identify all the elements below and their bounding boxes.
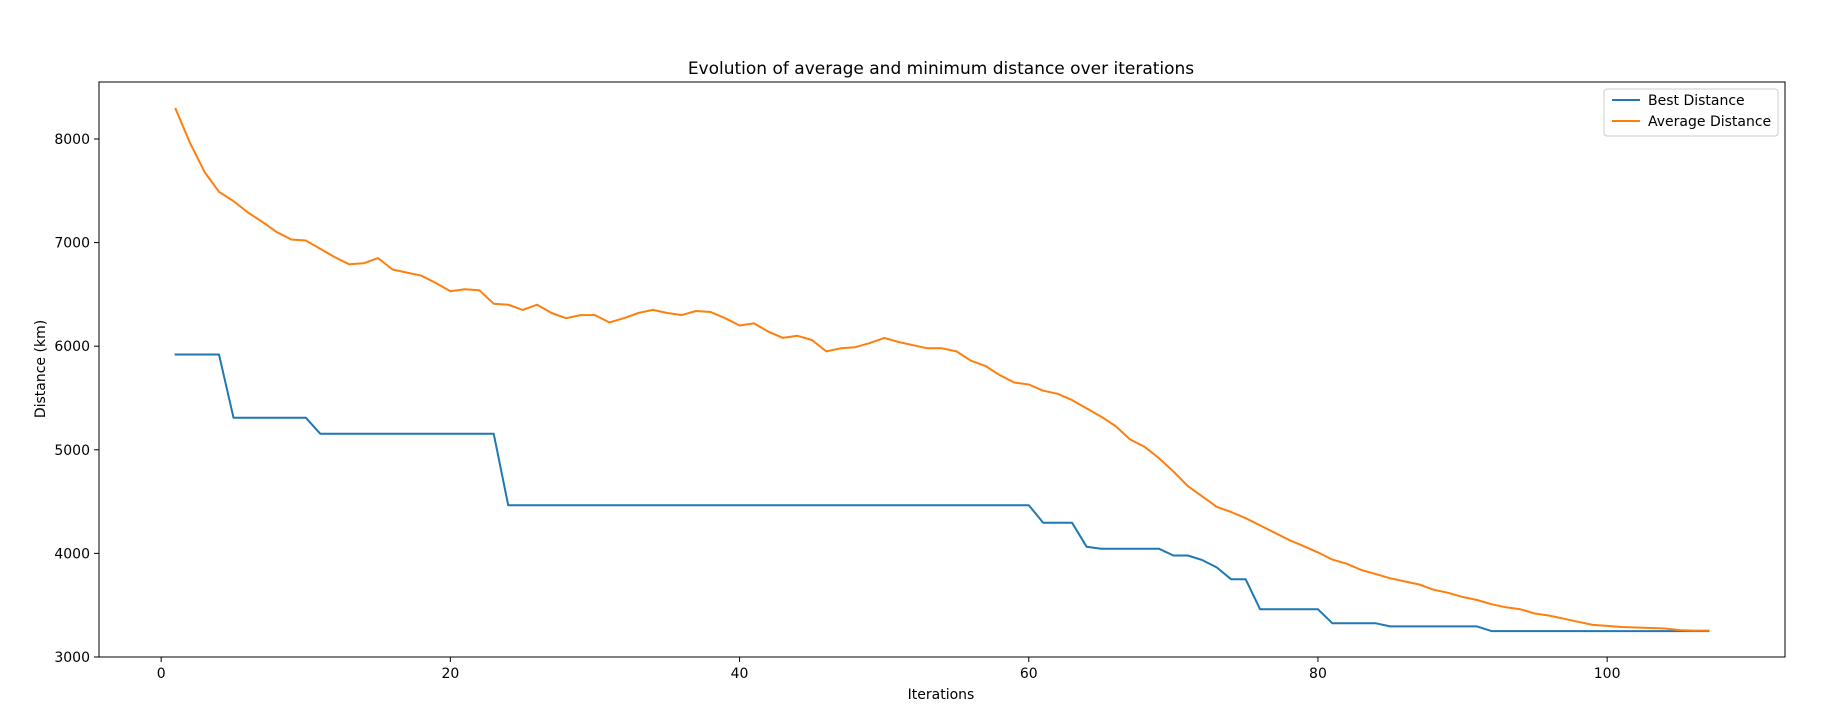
x-axis-title: Iterations xyxy=(908,687,975,703)
x-tick-label: 60 xyxy=(1020,666,1038,682)
series-line-average-distance xyxy=(174,107,1710,632)
y-tick-label: 5000 xyxy=(54,443,90,459)
legend: Best Distance Average Distance xyxy=(1603,88,1779,137)
y-tick-label: 4000 xyxy=(54,546,90,562)
y-axis: 3000 4000 5000 6000 7000 8000 xyxy=(54,132,99,666)
y-tick-label: 6000 xyxy=(54,339,90,355)
legend-box xyxy=(1603,88,1779,137)
x-tick-label: 100 xyxy=(1594,666,1621,682)
y-axis-title: Distance (km) xyxy=(33,320,49,418)
x-tick-label: 40 xyxy=(731,666,749,682)
y-tick-label: 7000 xyxy=(54,236,90,252)
series-line-best-distance xyxy=(174,353,1710,633)
plot-area xyxy=(98,81,1786,658)
y-tick-label: 8000 xyxy=(54,132,90,148)
legend-label-best-distance: Best Distance xyxy=(1648,93,1745,109)
x-axis: 0 20 40 60 80 100 xyxy=(157,657,1621,682)
x-tick-label: 80 xyxy=(1309,666,1327,682)
legend-label-average-distance: Average Distance xyxy=(1648,114,1771,130)
y-tick-label: 3000 xyxy=(54,650,90,666)
x-tick-label: 20 xyxy=(441,666,459,682)
x-tick-label: 0 xyxy=(157,666,166,682)
series-layer xyxy=(174,107,1710,633)
chart-title: Evolution of average and minimum distanc… xyxy=(688,59,1194,79)
